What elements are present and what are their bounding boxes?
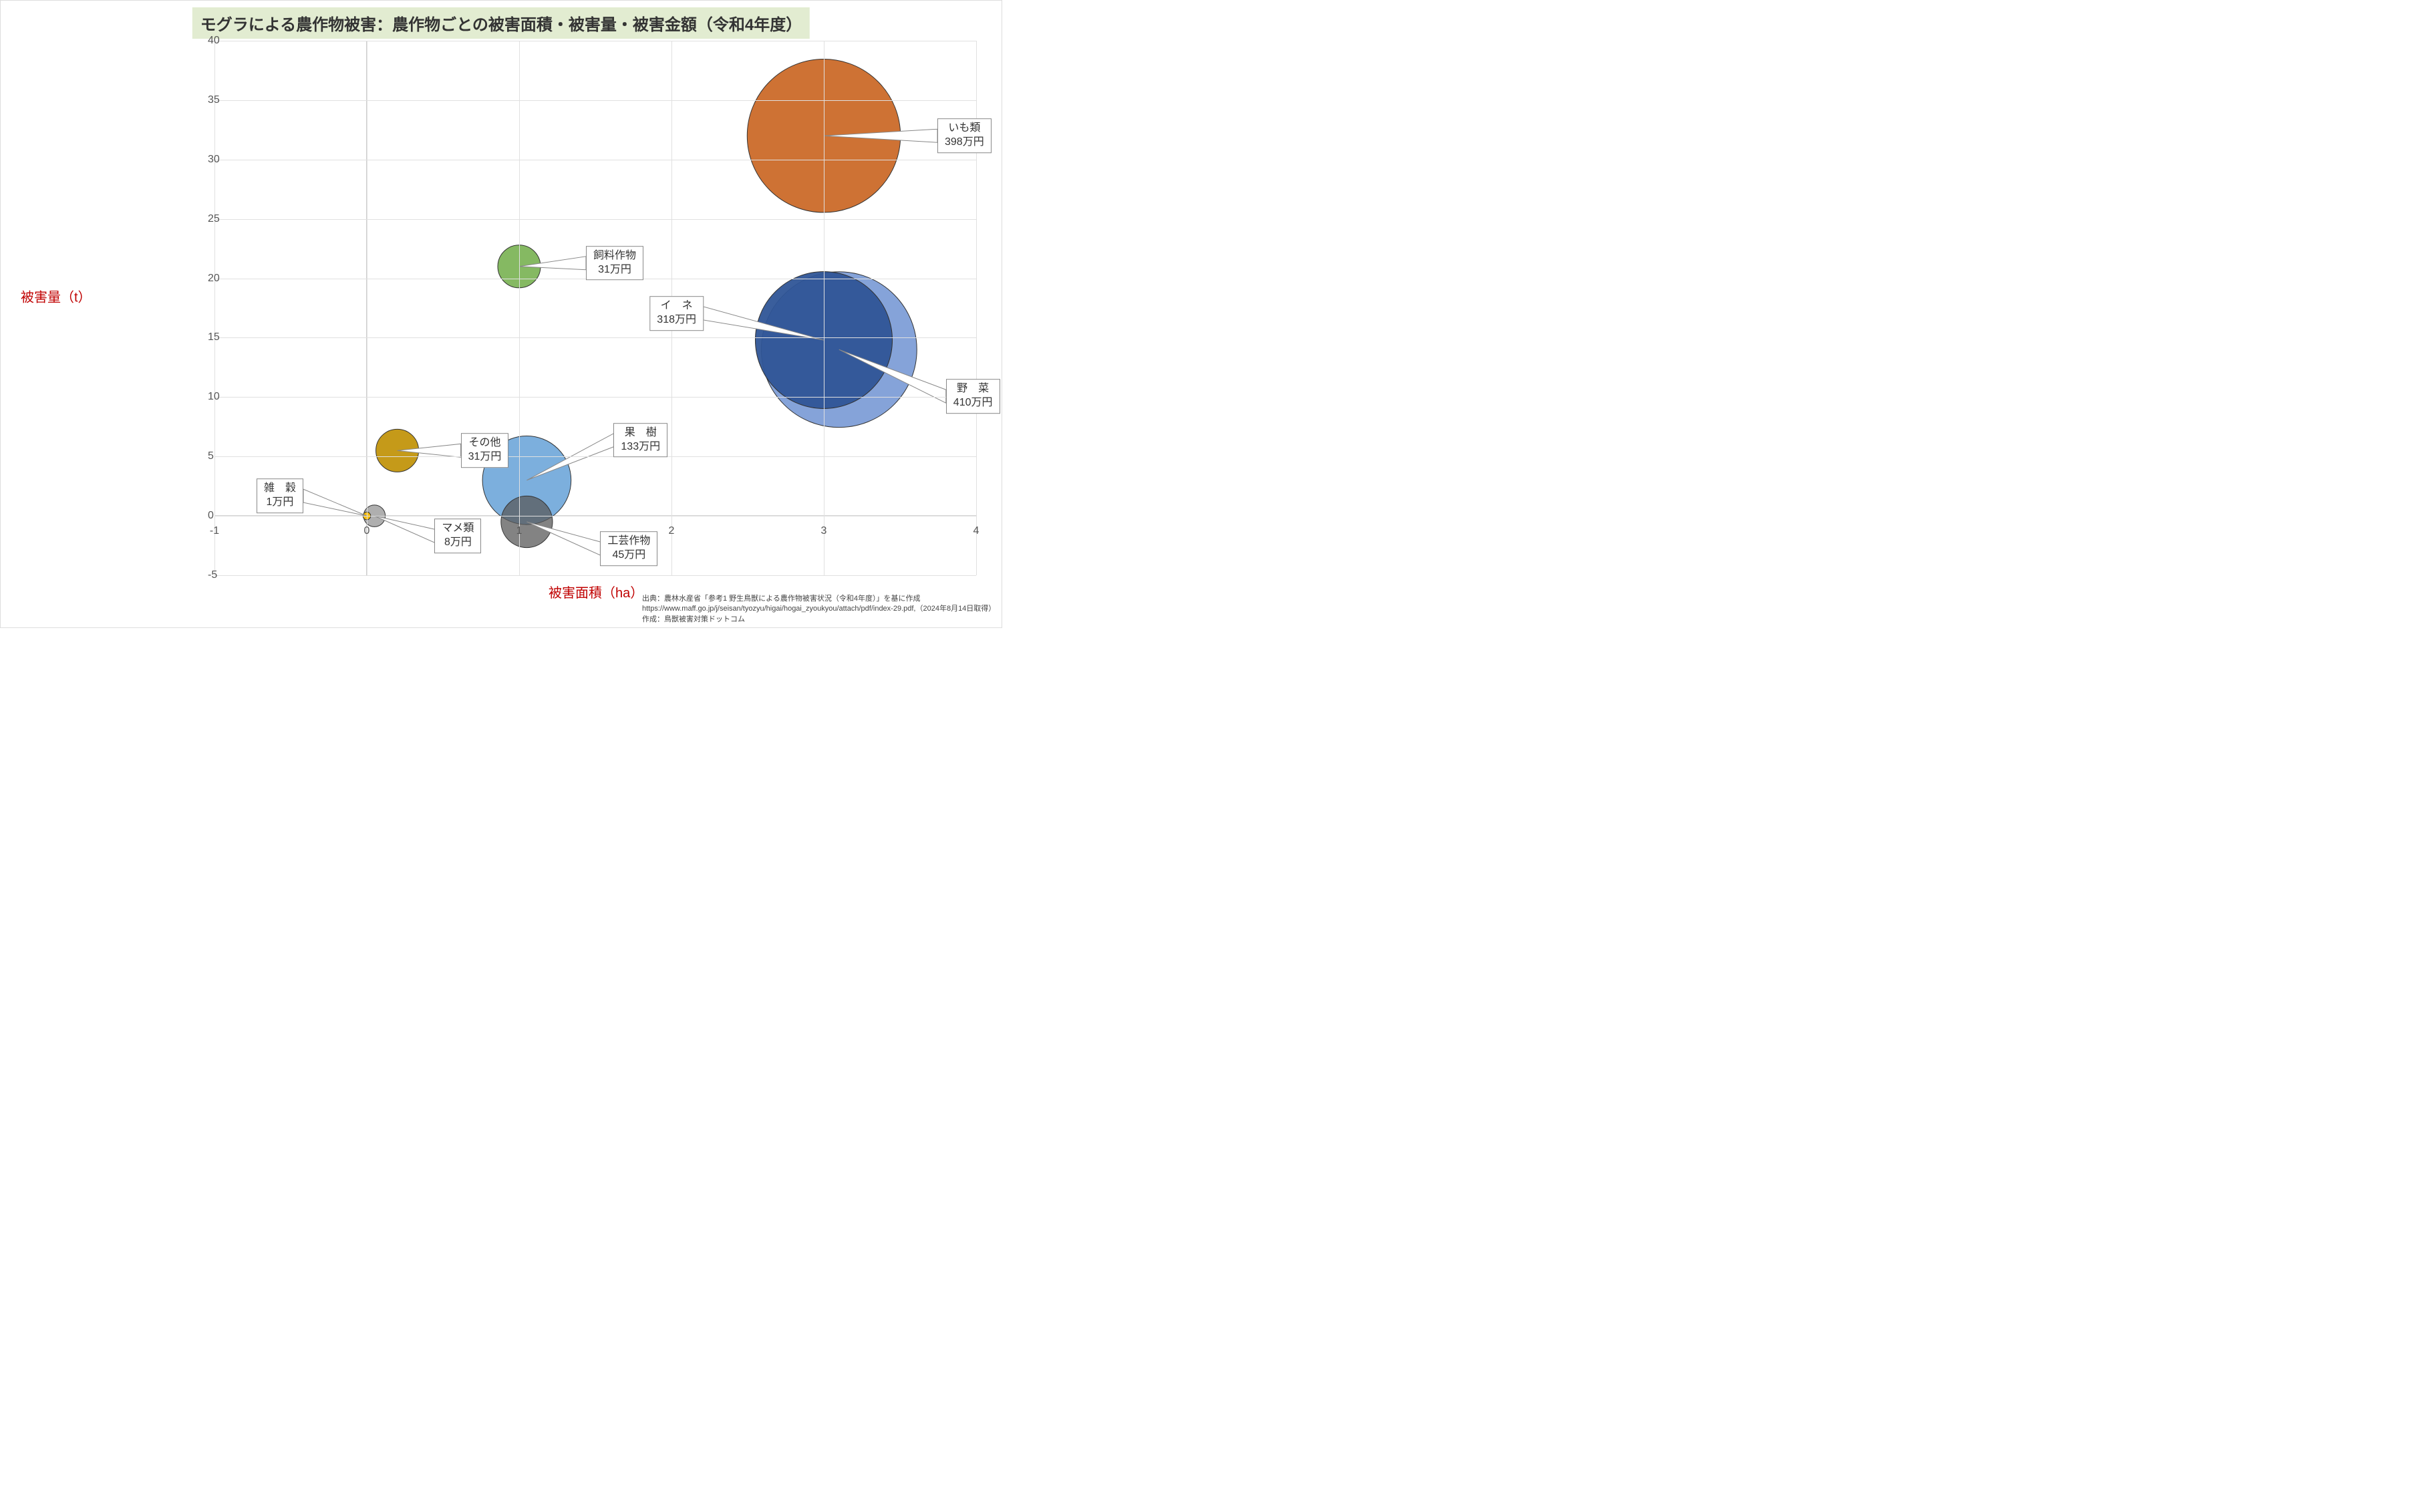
callout-value: 45万円 bbox=[607, 549, 650, 563]
callout-label: 雑 穀 bbox=[264, 482, 296, 496]
x-tick-label: 3 bbox=[821, 525, 827, 537]
callout-label: 工芸作物 bbox=[607, 535, 650, 549]
x-axis-label: 被害面積（ha） bbox=[549, 582, 643, 601]
gridline-v bbox=[214, 41, 215, 575]
chart-container: モグラによる農作物被害：農作物ごとの被害面積・被害量・被害金額（令和4年度） 被… bbox=[0, 0, 1002, 628]
callout-zakkoku: 雑 穀1万円 bbox=[257, 478, 303, 513]
x-tick-label: 2 bbox=[669, 525, 675, 537]
callout-imo: いも類398万円 bbox=[937, 118, 992, 153]
plot-svg bbox=[214, 41, 976, 575]
gridline-h bbox=[214, 575, 976, 576]
source-line: 作成：鳥獣被害対策ドットコム bbox=[642, 615, 996, 625]
callout-value: 398万円 bbox=[945, 136, 984, 150]
x-tick-label: 4 bbox=[973, 525, 979, 537]
callout-kaju: 果 樹133万円 bbox=[613, 423, 667, 458]
gridline-h bbox=[214, 456, 976, 457]
plot-area bbox=[214, 41, 976, 575]
gridline-h bbox=[214, 397, 976, 398]
callout-value: 31万円 bbox=[593, 263, 636, 277]
callout-value: 133万円 bbox=[621, 440, 660, 454]
chart-title: モグラによる農作物被害：農作物ごとの被害面積・被害量・被害金額（令和4年度） bbox=[192, 7, 810, 39]
callout-label: 果 樹 bbox=[621, 426, 660, 440]
source-line: https://www.maff.go.jp/j/seisan/tyozyu/h… bbox=[642, 604, 996, 614]
callout-value: 318万円 bbox=[657, 313, 696, 327]
gridline-h bbox=[214, 337, 976, 338]
callout-label: いも類 bbox=[945, 122, 984, 136]
callout-value: 31万円 bbox=[468, 450, 502, 464]
callout-label: マメ類 bbox=[442, 522, 474, 536]
x-tick-label: 0 bbox=[364, 525, 370, 537]
callout-siryo: 飼料作物31万円 bbox=[586, 246, 643, 281]
callout-mame: マメ類8万円 bbox=[434, 518, 481, 553]
callout-sonota: その他31万円 bbox=[461, 434, 509, 468]
callout-label: 飼料作物 bbox=[593, 249, 636, 263]
callout-value: 410万円 bbox=[953, 396, 993, 410]
callout-leader-mame bbox=[374, 516, 434, 543]
callout-label: 野 菜 bbox=[953, 382, 993, 396]
callout-kougei: 工芸作物45万円 bbox=[600, 531, 657, 566]
gridline-v bbox=[519, 41, 520, 575]
gridline-h bbox=[214, 100, 976, 101]
gridline-h bbox=[214, 219, 976, 220]
x-tick-label: 1 bbox=[516, 525, 522, 537]
y-axis-label: 被害量（t） bbox=[21, 287, 92, 306]
source-line: 出典：農林水産省「参考1 野生鳥獣による農作物被害状況（令和4年度）」を基に作成 bbox=[642, 594, 996, 604]
callout-label: その他 bbox=[468, 437, 502, 451]
callout-leader-zakkoku bbox=[303, 489, 367, 516]
callout-label: イ ネ bbox=[657, 299, 696, 313]
callout-ine: イ ネ318万円 bbox=[649, 296, 704, 331]
source-citation: 出典：農林水産省「参考1 野生鳥獣による農作物被害状況（令和4年度）」を基に作成… bbox=[642, 594, 996, 625]
callout-value: 1万円 bbox=[264, 496, 296, 510]
callout-value: 8万円 bbox=[442, 536, 474, 550]
x-tick-label: -1 bbox=[210, 525, 219, 537]
callout-yasai: 野 菜410万円 bbox=[946, 379, 1000, 414]
